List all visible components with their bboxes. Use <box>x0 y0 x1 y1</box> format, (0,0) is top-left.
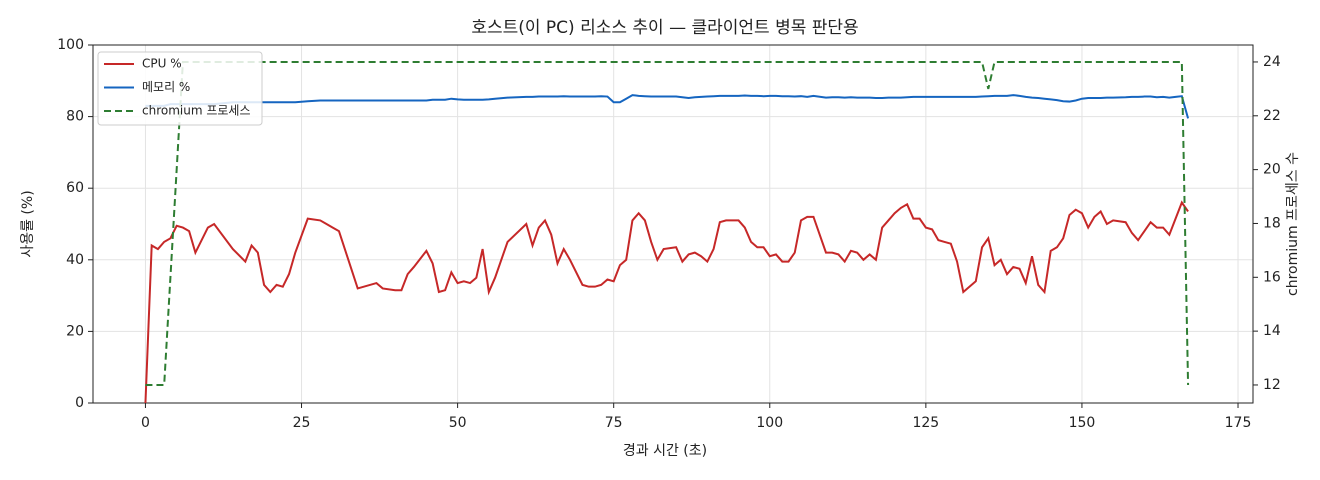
y2-tick-label: 20 <box>1263 162 1281 178</box>
x-tick-label: 175 <box>1225 415 1252 431</box>
y2-tick-label: 14 <box>1263 323 1281 339</box>
y2-tick-label: 18 <box>1263 215 1281 231</box>
x-tick-label: 50 <box>449 415 467 431</box>
legend-box <box>97 51 263 126</box>
plot-frame <box>92 44 1254 404</box>
series-line <box>145 94 1190 119</box>
chart-title: 호스트(이 PC) 리소스 추이 — 클라이언트 병목 판단용 <box>471 18 858 38</box>
x-tick-label: 100 <box>756 415 783 431</box>
x-tick-label: 0 <box>141 415 150 431</box>
y-tick-label: 80 <box>66 109 84 125</box>
y-tick-label: 40 <box>66 252 84 268</box>
y2-tick-label: 24 <box>1263 54 1281 70</box>
series-line <box>144 200 1189 404</box>
y-tick-label: 0 <box>75 395 84 411</box>
series-line <box>145 60 1190 386</box>
x-axis-label: 경과 시간 (초) <box>623 443 707 459</box>
y2-tick-label: 16 <box>1263 269 1281 285</box>
legend: CPU % 메모리 % chromium 프로세스 <box>97 51 263 126</box>
y2-tick-label: 22 <box>1263 108 1281 124</box>
y-tick-label: 100 <box>57 37 84 53</box>
y2-axis-label: chromium 프로세스 수 <box>1285 152 1301 296</box>
x-tick-label: 75 <box>605 415 623 431</box>
x-tick-label: 150 <box>1069 415 1096 431</box>
legend-label: CPU % <box>142 57 182 71</box>
y-axis-label: 사용률 (%) <box>20 190 36 257</box>
x-tick-label: 125 <box>912 415 939 431</box>
legend-label: 메모리 % <box>142 80 190 94</box>
y2-tick-label: 12 <box>1263 377 1281 393</box>
y-tick-label: 20 <box>66 323 84 339</box>
y-tick-label: 60 <box>66 180 84 196</box>
legend-label: chromium 프로세스 <box>142 104 251 118</box>
x-tick-label: 25 <box>293 415 311 431</box>
